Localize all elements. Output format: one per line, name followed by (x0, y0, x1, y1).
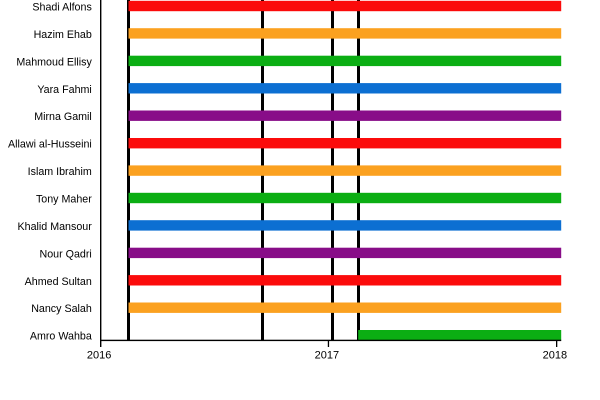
svg-text:2017: 2017 (315, 350, 339, 362)
svg-text:2018: 2018 (543, 350, 567, 362)
svg-text:Islam Ibrahim: Islam Ibrahim (28, 166, 92, 178)
svg-text:Khalid Mansour: Khalid Mansour (18, 221, 93, 233)
svg-text:Mahmoud Ellisy: Mahmoud Ellisy (16, 56, 92, 68)
svg-text:Ahmed Sultan: Ahmed Sultan (25, 276, 92, 288)
svg-text:Yara Fahmi: Yara Fahmi (37, 84, 91, 96)
svg-text:Hazim Ehab: Hazim Ehab (34, 29, 92, 41)
svg-text:Nancy Salah: Nancy Salah (31, 303, 92, 315)
svg-text:2016: 2016 (87, 350, 111, 362)
svg-text:Mirna Gamil: Mirna Gamil (34, 111, 92, 123)
svg-text:Shadi Alfons: Shadi Alfons (32, 2, 91, 14)
svg-text:Tony Maher: Tony Maher (36, 194, 92, 206)
svg-text:Nour Qadri: Nour Qadri (40, 248, 92, 260)
svg-text:Allawi al-Husseini: Allawi al-Husseini (8, 139, 92, 151)
svg-text:Amro Wahba: Amro Wahba (30, 331, 92, 343)
